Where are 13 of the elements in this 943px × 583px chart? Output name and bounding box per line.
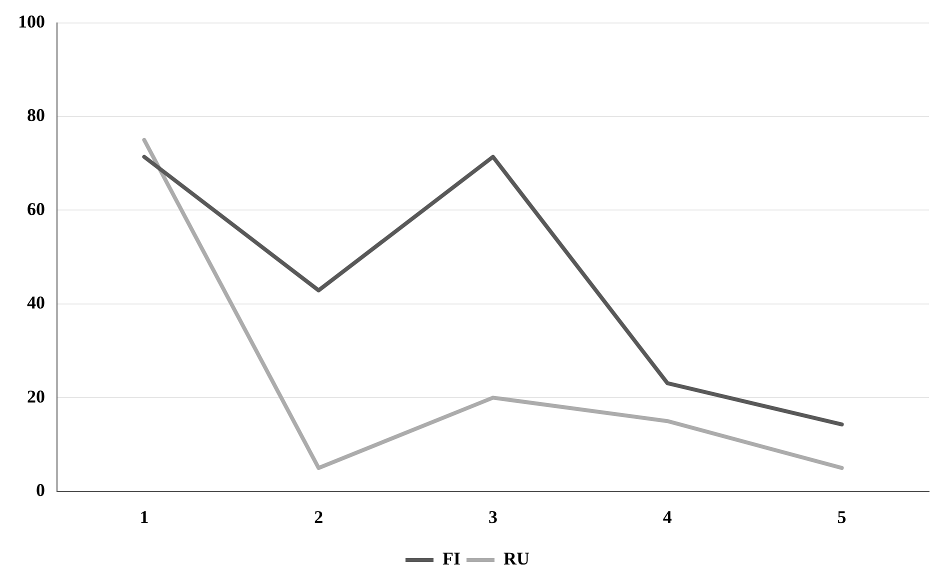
y-tick-label: 40	[27, 292, 45, 313]
y-tick-label: 80	[27, 105, 45, 126]
x-tick-label: 1	[140, 506, 149, 527]
y-tick-label: 100	[18, 11, 45, 32]
legend-label: RU	[504, 548, 530, 569]
x-tick-label: 2	[314, 506, 324, 527]
x-tick-label: 3	[488, 506, 498, 527]
y-tick-label: 0	[36, 480, 45, 500]
y-tick-label: 60	[27, 198, 45, 219]
y-tick-label: 20	[27, 386, 45, 406]
x-tick-label: 4	[662, 506, 672, 527]
x-tick-label: 5	[837, 506, 846, 527]
legend-label: FI	[442, 548, 460, 569]
